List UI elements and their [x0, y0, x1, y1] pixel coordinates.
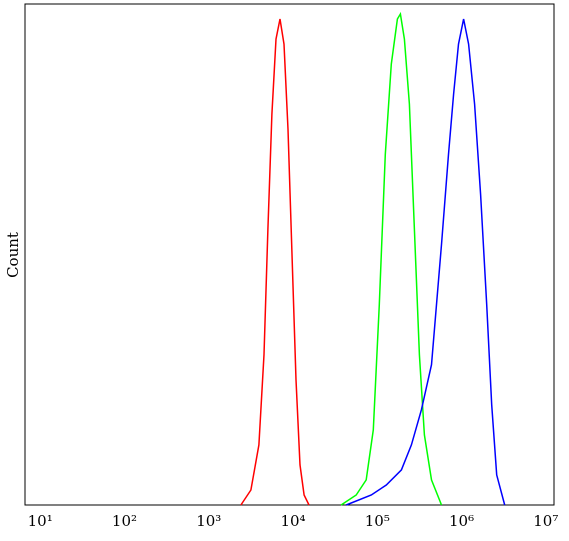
histogram-line [340, 11, 443, 506]
plot-frame [24, 3, 555, 506]
histogram-line [240, 18, 310, 506]
x-tick-label: 10¹ [28, 512, 53, 530]
x-tick-label: 10³ [196, 512, 221, 530]
x-tick-label: 10⁶ [449, 512, 474, 530]
x-tick-label: 10⁴ [280, 512, 305, 530]
y-axis-label: Count [4, 232, 22, 278]
x-tick-label: 10⁵ [365, 512, 390, 530]
x-tick-label: 10² [112, 512, 137, 530]
histogram-line [345, 18, 506, 506]
x-tick-label: 10⁷ [533, 512, 558, 530]
